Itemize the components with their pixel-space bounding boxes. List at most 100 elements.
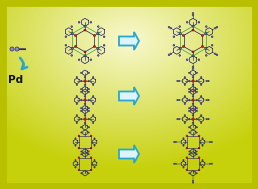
- Circle shape: [214, 27, 216, 29]
- Circle shape: [80, 118, 82, 120]
- Circle shape: [90, 59, 92, 60]
- Circle shape: [198, 157, 200, 158]
- Circle shape: [192, 25, 194, 27]
- Circle shape: [88, 89, 90, 90]
- Circle shape: [71, 55, 72, 56]
- Circle shape: [186, 169, 188, 171]
- Circle shape: [173, 36, 175, 37]
- Polygon shape: [119, 145, 139, 163]
- Circle shape: [184, 122, 186, 123]
- Circle shape: [179, 26, 181, 27]
- Circle shape: [196, 108, 197, 109]
- Circle shape: [196, 110, 197, 112]
- Circle shape: [192, 84, 194, 85]
- Circle shape: [76, 96, 77, 97]
- Circle shape: [179, 55, 181, 56]
- Circle shape: [94, 138, 95, 139]
- Circle shape: [88, 108, 90, 109]
- Circle shape: [205, 33, 207, 35]
- Circle shape: [184, 77, 186, 78]
- Circle shape: [192, 15, 194, 16]
- Circle shape: [93, 45, 95, 47]
- Circle shape: [189, 110, 190, 112]
- Circle shape: [196, 127, 197, 128]
- Circle shape: [206, 26, 207, 27]
- Circle shape: [75, 160, 76, 161]
- Circle shape: [93, 84, 94, 85]
- Circle shape: [93, 96, 94, 97]
- Circle shape: [84, 29, 86, 31]
- Circle shape: [186, 22, 188, 23]
- Circle shape: [196, 173, 197, 174]
- Circle shape: [189, 173, 190, 174]
- Circle shape: [198, 59, 200, 60]
- Circle shape: [209, 141, 211, 143]
- Circle shape: [184, 96, 186, 97]
- Circle shape: [183, 145, 184, 146]
- Circle shape: [196, 151, 197, 152]
- Circle shape: [208, 80, 209, 82]
- Circle shape: [75, 35, 77, 36]
- Circle shape: [65, 45, 67, 46]
- Circle shape: [88, 154, 89, 155]
- Circle shape: [192, 77, 194, 78]
- Circle shape: [175, 141, 176, 143]
- Circle shape: [88, 99, 90, 101]
- Circle shape: [78, 59, 80, 60]
- Circle shape: [174, 141, 175, 143]
- Circle shape: [211, 45, 213, 46]
- Circle shape: [183, 160, 184, 161]
- Circle shape: [80, 80, 82, 82]
- Circle shape: [201, 35, 204, 36]
- Circle shape: [189, 108, 190, 109]
- Circle shape: [186, 147, 188, 149]
- Circle shape: [189, 132, 190, 133]
- Circle shape: [192, 51, 194, 53]
- Circle shape: [97, 33, 99, 35]
- Circle shape: [179, 80, 180, 82]
- Circle shape: [206, 55, 207, 56]
- Circle shape: [182, 45, 184, 47]
- Circle shape: [192, 25, 194, 27]
- Circle shape: [196, 118, 197, 120]
- Circle shape: [186, 59, 188, 60]
- Circle shape: [205, 33, 207, 35]
- Circle shape: [84, 80, 86, 82]
- Circle shape: [88, 91, 90, 92]
- Circle shape: [75, 145, 76, 146]
- Circle shape: [174, 163, 175, 164]
- Circle shape: [80, 108, 82, 109]
- Circle shape: [81, 154, 82, 155]
- Circle shape: [88, 127, 90, 128]
- Circle shape: [192, 12, 194, 14]
- Circle shape: [84, 99, 86, 101]
- Circle shape: [192, 180, 194, 181]
- Circle shape: [81, 132, 82, 133]
- Circle shape: [90, 147, 92, 149]
- Circle shape: [84, 122, 86, 123]
- Circle shape: [88, 80, 90, 82]
- Circle shape: [202, 145, 203, 146]
- Circle shape: [206, 119, 207, 120]
- Circle shape: [206, 99, 207, 101]
- Circle shape: [179, 47, 181, 49]
- Circle shape: [75, 45, 77, 47]
- Circle shape: [192, 182, 194, 183]
- Circle shape: [81, 173, 82, 174]
- Circle shape: [179, 47, 181, 50]
- Circle shape: [80, 110, 82, 112]
- Polygon shape: [119, 87, 139, 105]
- Circle shape: [192, 118, 194, 120]
- Circle shape: [198, 22, 200, 23]
- Circle shape: [200, 122, 202, 123]
- Circle shape: [209, 163, 211, 164]
- Circle shape: [97, 47, 99, 49]
- Circle shape: [192, 55, 194, 57]
- Circle shape: [93, 122, 94, 123]
- Circle shape: [189, 80, 190, 82]
- Circle shape: [84, 51, 86, 53]
- Circle shape: [186, 135, 188, 137]
- Circle shape: [202, 138, 203, 139]
- Circle shape: [198, 135, 200, 137]
- FancyArrowPatch shape: [20, 58, 27, 69]
